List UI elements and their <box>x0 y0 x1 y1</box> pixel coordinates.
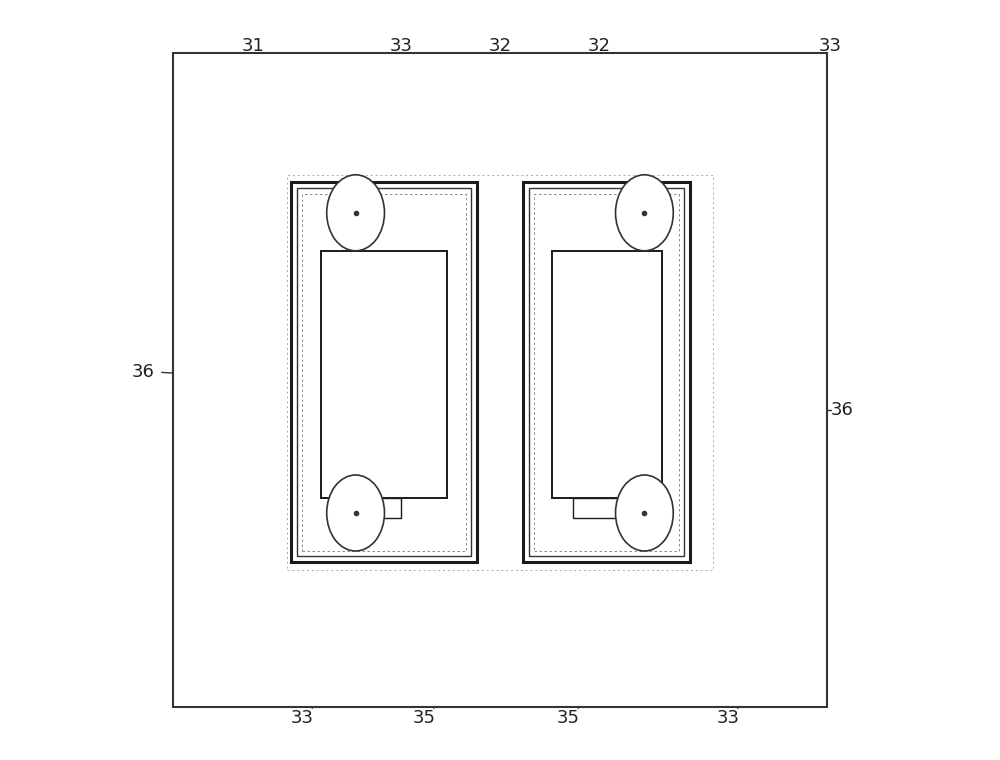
Bar <box>344 498 401 518</box>
Bar <box>297 188 471 556</box>
Text: 33: 33 <box>390 36 413 55</box>
Text: 36: 36 <box>131 363 154 382</box>
Text: 31: 31 <box>242 36 264 55</box>
Text: 33: 33 <box>716 709 740 727</box>
Bar <box>523 182 690 562</box>
Text: 35: 35 <box>557 709 580 727</box>
Text: 32: 32 <box>587 36 610 55</box>
Bar <box>291 182 477 562</box>
Ellipse shape <box>616 175 673 251</box>
Bar <box>173 53 827 707</box>
Ellipse shape <box>327 175 384 251</box>
Text: 35: 35 <box>413 709 436 727</box>
Ellipse shape <box>616 475 673 551</box>
Ellipse shape <box>327 475 384 551</box>
Text: 33: 33 <box>291 709 314 727</box>
Text: 32: 32 <box>488 36 512 55</box>
Text: 33: 33 <box>819 36 842 55</box>
Bar <box>302 194 466 551</box>
Text: 36: 36 <box>831 401 853 420</box>
Bar <box>529 188 684 556</box>
Bar <box>287 175 713 570</box>
Bar <box>534 194 679 551</box>
Bar <box>573 498 622 518</box>
Bar <box>552 251 662 498</box>
Bar <box>321 251 447 498</box>
